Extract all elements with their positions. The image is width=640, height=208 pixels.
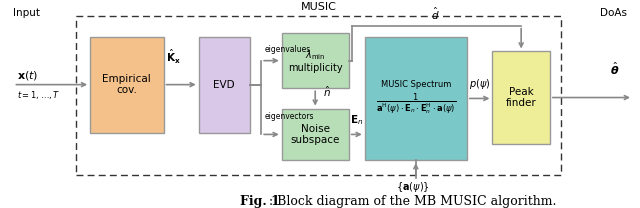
Text: $\lambda_{\mathrm{min}}$
multiplicity: $\lambda_{\mathrm{min}}$ multiplicity [288, 48, 342, 73]
Text: MUSIC Spectrum
$\dfrac{1}{\mathbf{a}^{\mathrm{H}}(\psi)\cdot\mathbf{E}_n\cdot\ma: MUSIC Spectrum $\dfrac{1}{\mathbf{a}^{\m… [376, 80, 456, 116]
FancyBboxPatch shape [198, 37, 250, 132]
Text: $p(\psi)$: $p(\psi)$ [469, 77, 490, 91]
Text: : Block diagram of the MB MUSIC algorithm.: : Block diagram of the MB MUSIC algorith… [269, 195, 556, 208]
Text: Noise
subspace: Noise subspace [291, 124, 340, 145]
Text: EVD: EVD [213, 80, 235, 90]
Text: $\hat{\mathbf{K}}_{\mathbf{x}}$: $\hat{\mathbf{K}}_{\mathbf{x}}$ [166, 48, 180, 66]
FancyBboxPatch shape [492, 51, 550, 144]
FancyBboxPatch shape [282, 33, 349, 88]
Text: eigenvalues: eigenvalues [264, 45, 310, 54]
Text: Peak
finder: Peak finder [506, 87, 536, 108]
FancyBboxPatch shape [90, 37, 164, 132]
Text: MUSIC: MUSIC [301, 2, 337, 12]
Text: eigenvectors: eigenvectors [264, 112, 314, 121]
Text: DoAs: DoAs [600, 8, 627, 18]
Text: $\hat{\boldsymbol{\theta}}$: $\hat{\boldsymbol{\theta}}$ [611, 61, 620, 77]
Text: $\hat{d}$: $\hat{d}$ [431, 6, 439, 22]
Text: Input: Input [13, 8, 40, 18]
FancyBboxPatch shape [282, 109, 349, 160]
Text: $t=1,\ldots,T$: $t=1,\ldots,T$ [17, 89, 60, 102]
Text: Fig. 1: Fig. 1 [240, 195, 280, 208]
Text: $\hat{n}$: $\hat{n}$ [323, 84, 331, 99]
Text: $\mathbf{E}_n$: $\mathbf{E}_n$ [350, 113, 364, 127]
Text: $\{\mathbf{a}(\psi)\}$: $\{\mathbf{a}(\psi)\}$ [396, 180, 429, 194]
FancyBboxPatch shape [365, 37, 467, 160]
Text: $\mathbf{x}(t)$: $\mathbf{x}(t)$ [17, 69, 38, 82]
Text: Empirical
cov.: Empirical cov. [102, 74, 151, 95]
